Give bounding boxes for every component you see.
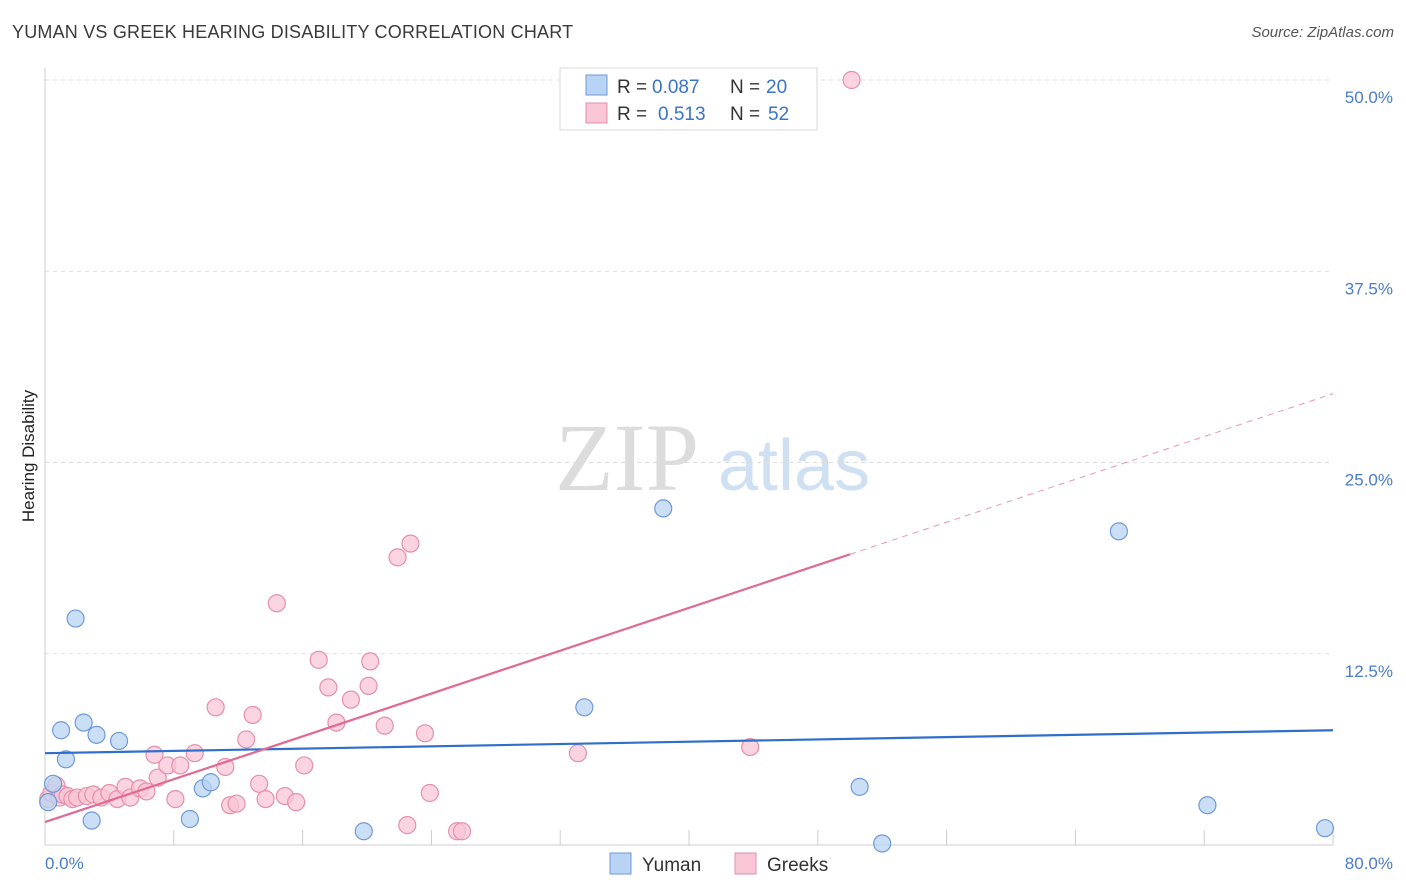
greeks-point-43: [398, 816, 417, 835]
greeks-point-40: [361, 652, 380, 671]
yuman-point-13: [575, 698, 594, 717]
trend-lines: [44, 393, 1334, 824]
legend-r-label-yuman: R =: [617, 77, 647, 98]
y-tick-label-0: 12.5%: [1345, 662, 1393, 681]
greeks-point-51: [842, 70, 861, 90]
watermark: ZIP atlas: [555, 404, 870, 511]
greeks-point-27: [237, 730, 256, 749]
greeks-point-48: [452, 822, 472, 841]
greeks-point-36: [319, 678, 338, 697]
greeks-point-28: [243, 705, 262, 725]
greeks-point-42: [388, 548, 407, 567]
x-tick-label-1: 80.0%: [1345, 854, 1393, 873]
greeks-trend-line: [44, 553, 851, 824]
yuman-point-2: [51, 721, 71, 740]
yuman-trend-line: [44, 729, 1334, 755]
greeks-point-20: [166, 789, 185, 809]
legend-n-value-greeks: 52: [768, 104, 789, 125]
yuman-point-19: [1315, 819, 1335, 838]
greeks-point-41: [375, 716, 394, 735]
yuman-point-18: [1198, 796, 1217, 815]
greeks-point-35: [309, 650, 328, 669]
greeks-point-49: [568, 744, 588, 763]
legend-r-label-greeks: R =: [617, 104, 647, 125]
x-tick-label-0: 0.0%: [45, 854, 84, 873]
legend-r-value-yuman: 0.087: [652, 77, 700, 98]
yuman-point-12: [354, 822, 373, 841]
chart-title: YUMAN VS GREEK HEARING DISABILITY CORREL…: [12, 22, 574, 42]
watermark-zip: ZIP: [555, 404, 699, 511]
yuman-point-5: [74, 713, 93, 732]
greeks-point-44: [401, 534, 420, 553]
bottom-legend: Yuman Greeks: [609, 852, 828, 876]
greeks-point-22: [185, 744, 204, 763]
greeks-point-46: [420, 783, 439, 803]
greeks-point-33: [287, 793, 306, 812]
greeks-point-29: [250, 774, 269, 793]
greeks-point-26: [227, 794, 246, 813]
bottom-legend-label-yuman: Yuman: [642, 855, 701, 876]
legend-r-value-greeks: 0.513: [658, 104, 706, 125]
greeks-point-18: [148, 768, 167, 787]
greeks-point-50: [741, 737, 760, 757]
legend-n-value-yuman: 20: [766, 77, 787, 98]
greeks-point-30: [256, 789, 275, 809]
greeks-point-31: [267, 594, 286, 613]
yuman-point-15: [850, 777, 869, 796]
bottom-legend-swatch-yuman: [609, 852, 632, 875]
greeks-point-39: [359, 676, 378, 695]
yuman-point-7: [87, 725, 106, 744]
y-tick-labels: 12.5% 25.0% 37.5% 50.0%: [1345, 88, 1393, 681]
x-tick-labels: 0.0% 80.0%: [45, 854, 1393, 873]
yuman-point-0: [39, 793, 58, 812]
legend-n-label-greeks: N =: [730, 104, 760, 125]
source-label: Source: ZipAtlas.com: [1251, 24, 1394, 41]
gridlines: [45, 79, 1333, 655]
legend: R = 0.087 N = 20 R = 0.513 N = 52: [559, 67, 818, 131]
greeks-point-23: [206, 698, 225, 717]
y-tick-label-2: 37.5%: [1345, 279, 1393, 298]
greeks-point-34: [295, 756, 314, 775]
yuman-point-6: [82, 811, 101, 830]
yuman-point-17: [1109, 522, 1128, 541]
yuman-point-3: [56, 750, 76, 769]
yuman-point-8: [109, 731, 129, 751]
legend-swatch-yuman: [585, 74, 608, 96]
yuman-point-1: [43, 774, 63, 793]
yuman-point-14: [654, 499, 673, 518]
yuman-points: [39, 499, 1335, 853]
y-tick-label-1: 25.0%: [1345, 471, 1393, 490]
y-axis-title: Hearing Disability: [19, 389, 38, 522]
y-tick-label-3: 50.0%: [1345, 88, 1393, 107]
yuman-point-4: [66, 609, 85, 628]
bottom-legend-swatch-greeks: [734, 852, 757, 875]
greeks-point-21: [171, 756, 190, 775]
legend-n-label-yuman: N =: [730, 77, 760, 98]
yuman-point-16: [873, 834, 892, 853]
yuman-point-9: [180, 809, 199, 829]
bottom-legend-label-greeks: Greeks: [767, 855, 828, 876]
x-ticks: [44, 830, 1334, 845]
greeks-point-45: [415, 724, 435, 743]
greeks-trend-line-extension: [849, 393, 1334, 555]
greeks-point-38: [341, 690, 360, 709]
watermark-atlas: atlas: [718, 426, 870, 506]
legend-swatch-greeks: [585, 102, 608, 124]
yuman-point-11: [201, 773, 220, 792]
